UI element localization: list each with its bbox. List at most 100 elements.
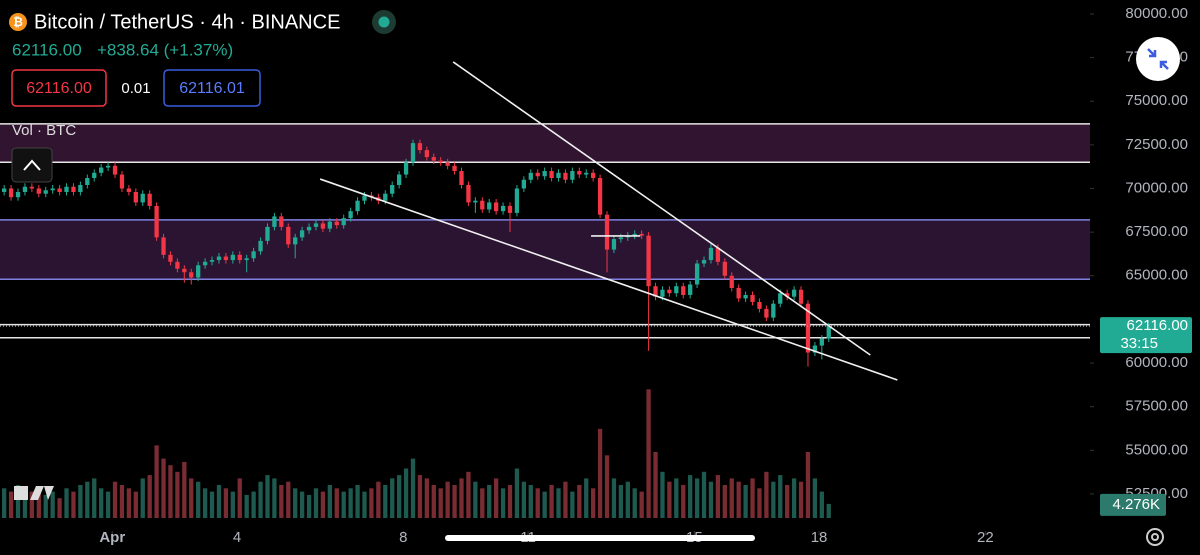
candle-body xyxy=(57,188,62,192)
volume-bar xyxy=(216,485,222,518)
candle-body xyxy=(341,218,346,226)
candle-body xyxy=(750,294,755,302)
x-tick-label: Apr xyxy=(99,529,125,546)
volume-title: Vol · BTC xyxy=(12,122,76,139)
candle-body xyxy=(355,200,360,212)
volume-bar xyxy=(362,491,367,518)
candle-body xyxy=(78,185,83,192)
candle-body xyxy=(417,143,423,151)
collapse-button[interactable] xyxy=(11,147,53,183)
ask-price[interactable]: 62116.01 xyxy=(179,80,245,97)
volume-bar xyxy=(521,481,527,518)
candle-body xyxy=(348,211,353,219)
volume-bar xyxy=(50,491,55,518)
candle-body xyxy=(223,256,229,261)
candle-body xyxy=(452,165,457,172)
candle-body xyxy=(209,260,215,262)
volume-bar xyxy=(119,485,125,518)
candle-body xyxy=(563,172,568,180)
candle-body xyxy=(507,205,513,213)
volume-bar xyxy=(757,488,762,518)
candle-body xyxy=(133,191,138,203)
volume-bar xyxy=(556,488,561,518)
candle-body xyxy=(535,172,540,177)
volume-bar xyxy=(320,491,326,518)
candle-body xyxy=(826,326,831,339)
volume-bar xyxy=(299,491,305,518)
spread: 0.01 xyxy=(121,80,150,97)
btc-icon xyxy=(9,13,27,31)
candle-body xyxy=(791,289,797,297)
volume-bar xyxy=(22,494,28,518)
volume-bar xyxy=(653,452,658,518)
candle-body xyxy=(514,188,520,213)
candle-body xyxy=(71,186,76,192)
candle-body xyxy=(147,193,152,206)
volume-bar xyxy=(327,485,332,518)
candle-body xyxy=(92,172,97,179)
candle-body xyxy=(22,186,28,192)
volume-bar xyxy=(92,478,97,518)
volume-bar xyxy=(549,485,554,518)
candle-body xyxy=(175,261,180,269)
candle-body xyxy=(445,162,450,166)
countdown: 33:15 xyxy=(1120,335,1158,352)
volume-bar xyxy=(688,475,693,518)
buy-button[interactable] xyxy=(163,69,261,107)
volume-bar xyxy=(293,488,298,518)
volume-bar xyxy=(64,488,69,518)
candle-body xyxy=(112,165,118,175)
candle-body xyxy=(126,188,132,192)
candle-body xyxy=(618,237,624,240)
candle-body xyxy=(15,191,21,198)
volume-bar xyxy=(286,481,291,518)
volume-bar xyxy=(778,475,783,518)
candle-body xyxy=(8,188,14,198)
y-tick-label: 75000.00 xyxy=(1125,92,1188,109)
settings-icon-center xyxy=(1151,533,1159,541)
volume-bar xyxy=(147,475,152,518)
candle-body xyxy=(279,216,284,227)
candle-body xyxy=(764,308,769,318)
volume-bar xyxy=(438,488,443,518)
volume-bar xyxy=(542,491,547,518)
candle-body xyxy=(36,188,41,194)
expand-button[interactable] xyxy=(1136,37,1180,81)
candle-body xyxy=(431,157,436,161)
candle-body xyxy=(701,260,707,264)
candle-body xyxy=(168,254,173,262)
volume-bar xyxy=(500,488,506,518)
candle-body xyxy=(362,195,367,201)
candle-body xyxy=(334,221,339,226)
volume-bar xyxy=(112,481,118,518)
settings-icon[interactable] xyxy=(1146,528,1164,546)
sell-button[interactable] xyxy=(11,69,107,107)
volume-bar xyxy=(133,491,138,518)
candle-body xyxy=(757,301,762,309)
volume-label-box xyxy=(1100,493,1166,516)
candle-body xyxy=(50,188,55,191)
volume-bar xyxy=(244,494,249,518)
candle-body xyxy=(667,289,672,294)
volume-label: 4.276K xyxy=(1112,496,1160,513)
volume-bar xyxy=(355,485,360,518)
bid-price[interactable]: 62116.00 xyxy=(26,80,92,97)
candle-body xyxy=(660,289,665,297)
candle-body xyxy=(43,190,48,194)
volume-bar xyxy=(182,461,187,518)
volume-bar xyxy=(722,485,727,518)
candle-body xyxy=(189,272,194,278)
candle-body xyxy=(487,202,492,210)
symbol-title: Bitcoin / TetherUS · 4h · BINANCE xyxy=(34,11,340,33)
volume-bar xyxy=(646,389,651,518)
volume-bar xyxy=(618,485,624,518)
volume-bar xyxy=(604,455,610,518)
candle-body xyxy=(299,230,305,238)
candle-body xyxy=(549,171,554,179)
candle-body xyxy=(708,247,714,261)
y-tick-label: 72500.00 xyxy=(1125,136,1188,153)
candle-body xyxy=(306,226,312,231)
volume-bar xyxy=(410,458,416,518)
volume-bar xyxy=(85,481,90,518)
candle-body xyxy=(771,303,776,318)
